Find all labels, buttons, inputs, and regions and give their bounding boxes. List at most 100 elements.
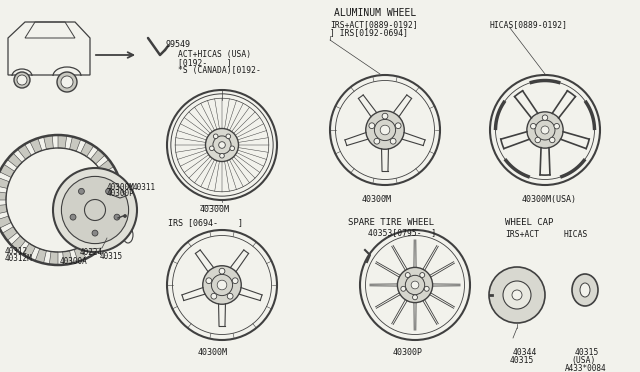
Text: ] IRS[0192-0694]: ] IRS[0192-0694] [330, 28, 408, 37]
Text: 40224: 40224 [80, 248, 103, 257]
Text: IRS+ACT[0889-0192]: IRS+ACT[0889-0192] [330, 20, 418, 29]
Circle shape [217, 280, 227, 290]
Wedge shape [0, 177, 10, 189]
Circle shape [380, 125, 390, 135]
Text: A433*0084: A433*0084 [565, 364, 607, 372]
Text: IRS [0694-    ]: IRS [0694- ] [168, 218, 243, 227]
Text: 40300M: 40300M [198, 348, 228, 357]
Wedge shape [74, 247, 86, 262]
Wedge shape [49, 251, 58, 265]
Text: HICAS[0889-0192]: HICAS[0889-0192] [490, 20, 568, 29]
Text: 40311: 40311 [133, 183, 156, 192]
Text: 99549: 99549 [166, 40, 191, 49]
Circle shape [369, 123, 374, 129]
Circle shape [232, 278, 238, 283]
Wedge shape [11, 236, 26, 251]
Circle shape [17, 75, 27, 85]
Text: 40344: 40344 [513, 348, 538, 357]
Circle shape [61, 76, 73, 88]
Circle shape [401, 286, 406, 291]
Wedge shape [35, 249, 47, 263]
Wedge shape [101, 222, 116, 236]
Text: 40312: 40312 [5, 247, 28, 256]
Circle shape [227, 294, 233, 299]
Circle shape [124, 215, 127, 218]
Circle shape [503, 281, 531, 309]
Wedge shape [17, 144, 31, 159]
Wedge shape [99, 160, 114, 173]
Circle shape [405, 273, 410, 278]
Text: 40312M: 40312M [5, 254, 33, 263]
Text: WHEEL CAP: WHEEL CAP [505, 218, 554, 227]
Circle shape [220, 153, 224, 158]
Ellipse shape [580, 283, 590, 297]
Circle shape [554, 124, 559, 129]
Circle shape [365, 111, 404, 149]
Wedge shape [109, 186, 123, 195]
Circle shape [531, 124, 536, 129]
Text: 40300P: 40300P [393, 348, 423, 357]
Circle shape [382, 113, 388, 119]
Wedge shape [0, 216, 11, 228]
Text: 40300M: 40300M [362, 195, 392, 204]
Text: 40315: 40315 [575, 348, 600, 357]
Circle shape [213, 134, 218, 139]
Wedge shape [107, 212, 122, 223]
Wedge shape [0, 164, 15, 177]
Text: 40315: 40315 [100, 252, 123, 261]
Wedge shape [94, 232, 109, 247]
Text: 40300A: 40300A [60, 257, 88, 266]
Wedge shape [90, 149, 105, 164]
Circle shape [527, 112, 563, 148]
Text: 40300M(USA): 40300M(USA) [522, 195, 577, 204]
Circle shape [396, 123, 401, 129]
Text: 40300P: 40300P [107, 189, 135, 198]
Circle shape [57, 72, 77, 92]
Wedge shape [7, 153, 22, 167]
Circle shape [542, 115, 548, 121]
Wedge shape [22, 243, 35, 259]
Ellipse shape [572, 274, 598, 306]
Circle shape [411, 281, 419, 289]
Circle shape [512, 290, 522, 300]
Wedge shape [0, 191, 6, 200]
Circle shape [206, 278, 212, 283]
Wedge shape [58, 135, 67, 148]
Circle shape [535, 137, 540, 143]
Text: (USA): (USA) [571, 356, 595, 365]
Wedge shape [109, 200, 123, 209]
Circle shape [106, 188, 111, 194]
Circle shape [92, 230, 98, 236]
Circle shape [390, 138, 396, 144]
Circle shape [374, 138, 380, 144]
Circle shape [230, 146, 234, 151]
Circle shape [489, 267, 545, 323]
Circle shape [219, 268, 225, 274]
Circle shape [550, 137, 555, 143]
Text: 40300M: 40300M [200, 205, 230, 214]
Circle shape [61, 176, 129, 244]
Circle shape [203, 266, 241, 304]
Text: IRS+ACT: IRS+ACT [505, 230, 539, 239]
Wedge shape [105, 172, 120, 184]
Circle shape [14, 72, 30, 88]
Text: [0192-    ]: [0192- ] [178, 58, 232, 67]
Circle shape [205, 128, 239, 161]
Circle shape [424, 286, 429, 291]
Circle shape [70, 214, 76, 220]
Wedge shape [30, 138, 42, 153]
Wedge shape [44, 135, 53, 149]
Wedge shape [2, 227, 17, 241]
Wedge shape [63, 251, 72, 265]
Circle shape [420, 273, 425, 278]
Text: 40315: 40315 [510, 356, 534, 365]
Wedge shape [84, 241, 99, 256]
Text: *S (CANADA)[0192-: *S (CANADA)[0192- [178, 66, 261, 75]
Circle shape [209, 146, 214, 151]
Circle shape [79, 188, 84, 194]
Wedge shape [0, 205, 7, 215]
Text: 40353[0795-  ]: 40353[0795- ] [368, 228, 436, 237]
Circle shape [219, 142, 225, 148]
Circle shape [114, 214, 120, 220]
Wedge shape [81, 141, 94, 157]
